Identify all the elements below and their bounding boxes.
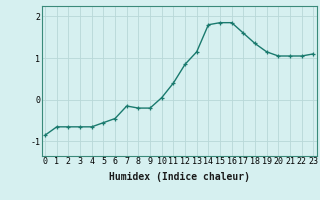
X-axis label: Humidex (Indice chaleur): Humidex (Indice chaleur) [109, 172, 250, 182]
